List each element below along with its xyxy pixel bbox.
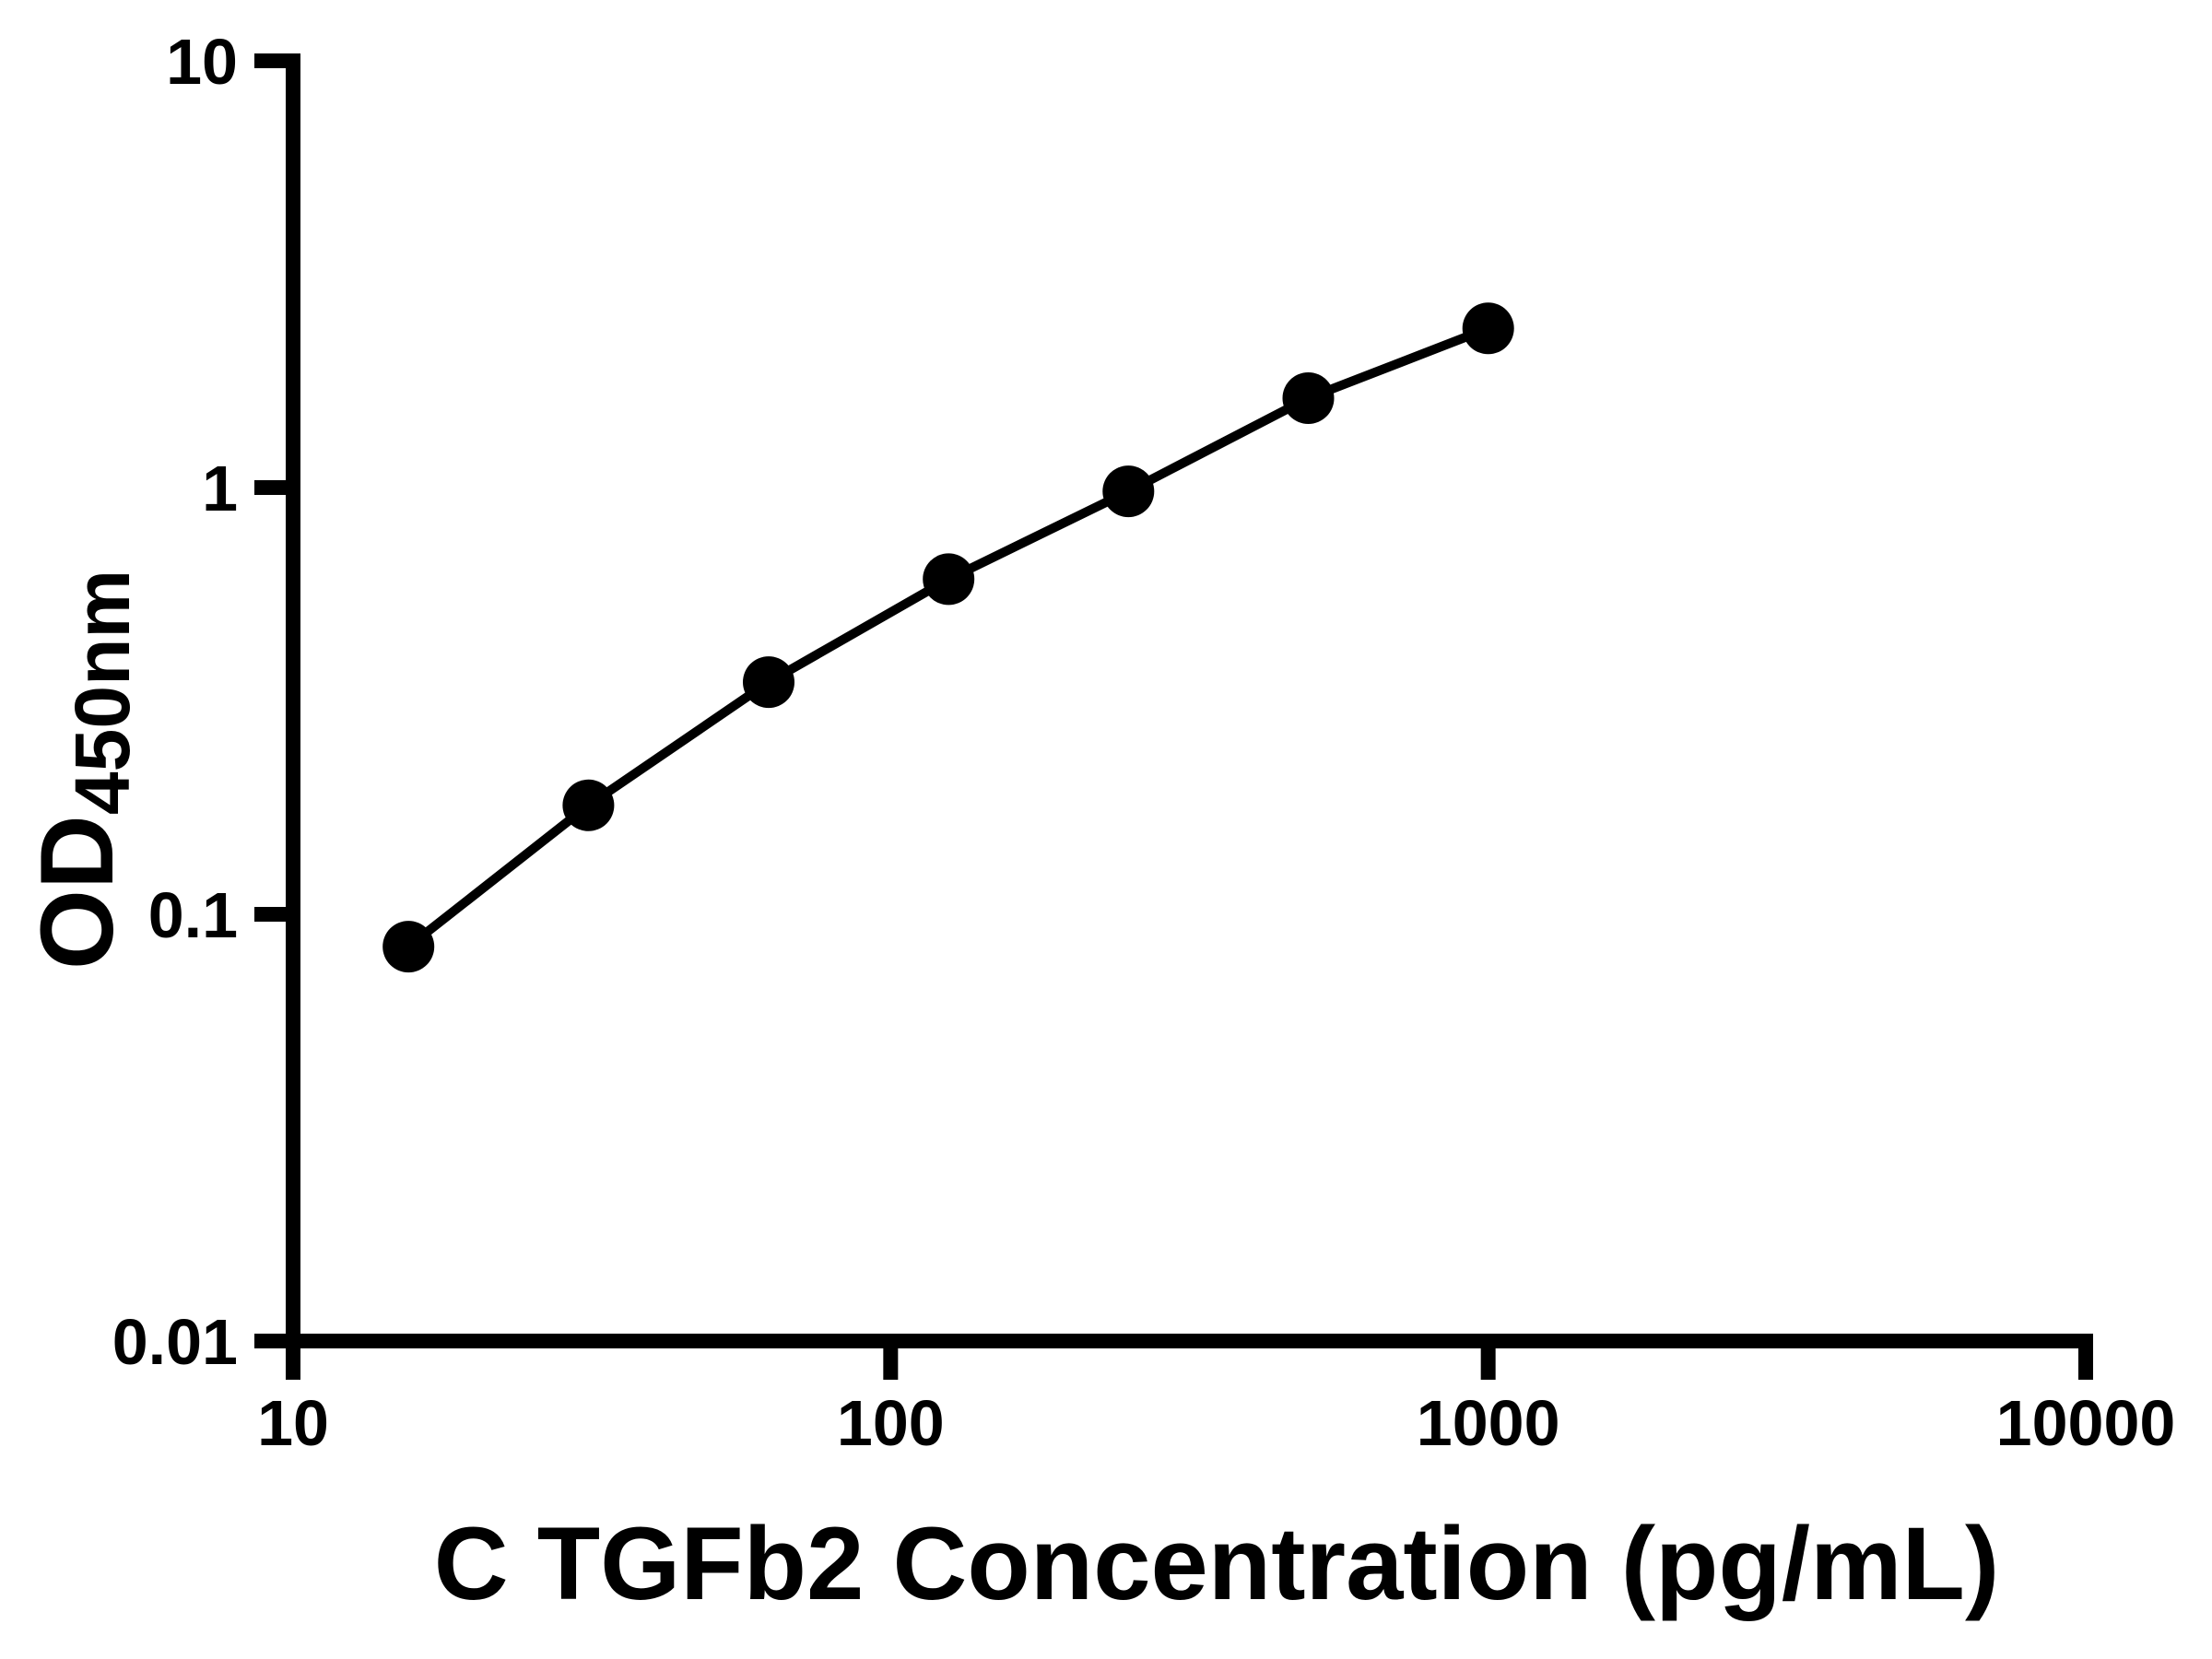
- data-point-marker: [1102, 465, 1155, 518]
- data-point-marker: [562, 779, 615, 831]
- data-point-marker: [1282, 372, 1335, 424]
- data-point-marker: [1462, 302, 1514, 355]
- data-point-marker: [382, 921, 435, 973]
- standard-curve-line: [406, 324, 1490, 951]
- x-tick-label: 10000: [1996, 1387, 2176, 1459]
- y-tick-label: 0.01: [112, 1306, 238, 1378]
- y-axis-title-subscript: 450nm: [59, 570, 146, 815]
- data-point-marker: [923, 553, 975, 606]
- data-point-marker: [743, 656, 794, 709]
- y-tick-label: 10: [166, 26, 238, 98]
- y-axis-title: OD450nm: [19, 570, 146, 970]
- x-tick-label: 1000: [1417, 1387, 1560, 1459]
- x-axis-title: C TGFb2 Concentration (pg/mL): [434, 1506, 2000, 1621]
- x-tick-label: 100: [837, 1387, 945, 1459]
- y-axis-title-main: OD: [19, 815, 135, 970]
- y-tick-label: 1: [202, 453, 238, 524]
- x-tick-label: 10: [257, 1387, 329, 1459]
- chart-plot-area: 10 1 0.1 0.01 10 100 1000 10000: [112, 26, 2176, 1459]
- y-tick-label: 0.1: [148, 879, 238, 951]
